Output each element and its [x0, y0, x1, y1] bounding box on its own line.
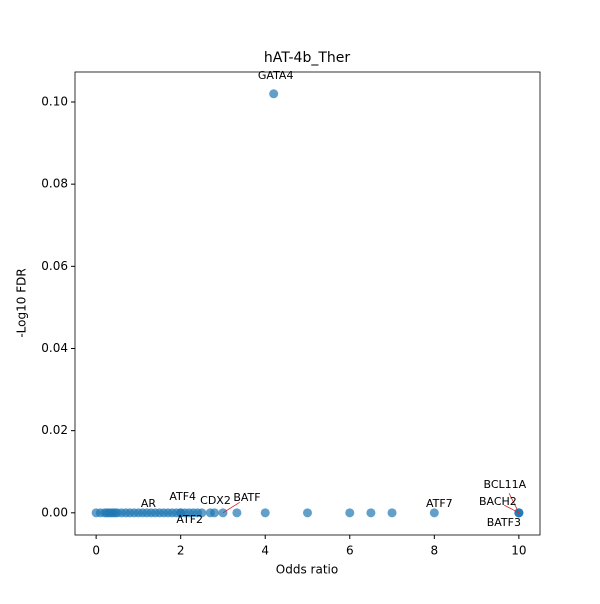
y-tick-label: 0.00 [41, 505, 68, 519]
y-tick-label: 0.06 [41, 259, 68, 273]
x-tick-label: 0 [92, 544, 100, 558]
point-label: BATF [233, 491, 260, 504]
x-tick-label: 4 [261, 544, 269, 558]
x-tick-label: 8 [430, 544, 438, 558]
label-connector [503, 504, 520, 514]
point [197, 508, 207, 518]
x-tick-label: 2 [177, 544, 185, 558]
point-label: BATF3 [487, 516, 521, 529]
point [269, 89, 279, 99]
chart-title: hAT-4b_Ther [264, 50, 351, 66]
y-tick-label: 0.04 [41, 341, 68, 355]
x-tick-label: 10 [511, 544, 526, 558]
label-connector [508, 493, 520, 513]
x-tick-label: 6 [346, 544, 354, 558]
point [366, 508, 376, 518]
point-label: GATA4 [258, 69, 294, 82]
point-label: BACH2 [479, 495, 517, 508]
point [429, 508, 439, 518]
point-label: ATF7 [426, 497, 453, 510]
point [260, 508, 270, 518]
point-label: CDX2 [200, 494, 231, 507]
plot-frame [74, 71, 541, 536]
point-label: ATF2 [176, 513, 203, 526]
point [387, 508, 397, 518]
point-label: ATF4 [169, 490, 196, 503]
y-tick-label: 0.10 [41, 94, 68, 108]
y-tick-label: 0.02 [41, 423, 68, 437]
point [210, 508, 219, 518]
point-label: BCL11A [484, 478, 527, 491]
y-tick-label: 0.08 [41, 177, 68, 191]
label-connector [222, 501, 240, 514]
point [303, 508, 312, 518]
y-axis-label: -Log10 FDR [15, 268, 29, 337]
x-axis-label: Odds ratio [276, 563, 338, 577]
point-label: AR [141, 497, 157, 510]
point [232, 508, 242, 518]
point [345, 508, 355, 518]
